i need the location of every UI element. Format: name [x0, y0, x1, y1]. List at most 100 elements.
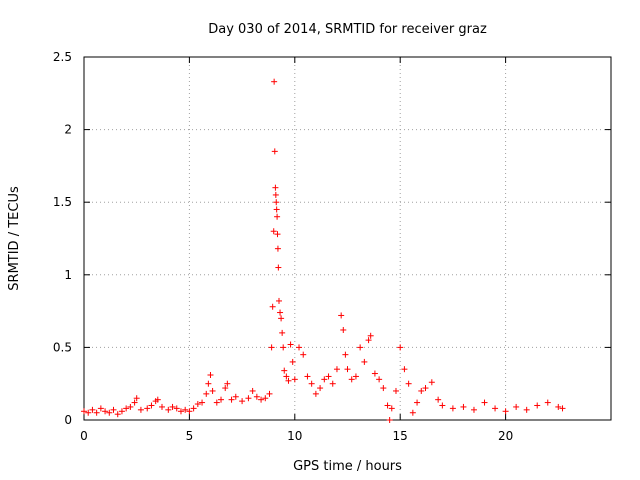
data-point — [207, 371, 214, 378]
data-point — [329, 380, 336, 387]
y-tick-label: 0.5 — [53, 340, 72, 354]
data-point — [344, 366, 351, 373]
data-point — [325, 373, 332, 380]
data-point — [186, 408, 193, 415]
data-point — [523, 406, 530, 413]
data-point — [218, 396, 225, 403]
data-point — [239, 398, 246, 405]
data-point — [273, 206, 280, 213]
data-point — [281, 367, 288, 374]
data-point — [144, 405, 151, 412]
data-point — [274, 245, 281, 252]
data-point — [449, 405, 456, 412]
data-point — [271, 148, 278, 155]
data-point — [249, 387, 256, 394]
data-point — [123, 405, 130, 412]
data-point — [342, 351, 349, 358]
data-point — [213, 399, 220, 406]
data-point — [312, 390, 319, 397]
data-point — [199, 399, 206, 406]
data-point — [439, 402, 446, 409]
data-point — [481, 399, 488, 406]
data-point — [304, 373, 311, 380]
data-point — [274, 231, 281, 238]
data-point — [169, 403, 176, 410]
data-point — [435, 396, 442, 403]
data-point — [277, 309, 284, 316]
data-point — [158, 403, 165, 410]
data-point — [300, 351, 307, 358]
data-point — [285, 377, 292, 384]
data-point — [414, 399, 421, 406]
data-point — [224, 380, 231, 387]
data-point — [133, 395, 140, 402]
data-point — [190, 405, 197, 412]
data-point — [348, 376, 355, 383]
x-tick-label: 20 — [498, 429, 513, 443]
data-point — [283, 373, 290, 380]
x-tick-label: 0 — [80, 429, 88, 443]
y-tick-label: 1.5 — [53, 195, 72, 209]
data-point — [401, 366, 408, 373]
data-point — [279, 329, 286, 336]
data-point — [291, 376, 298, 383]
data-point — [102, 408, 109, 415]
x-tick-label: 15 — [393, 429, 408, 443]
data-point — [272, 191, 279, 198]
data-point — [177, 408, 184, 415]
data-point — [173, 405, 180, 412]
data-point — [321, 376, 328, 383]
x-tick-label: 5 — [186, 429, 194, 443]
data-point — [137, 406, 144, 413]
data-point — [154, 396, 161, 403]
data-point — [460, 403, 467, 410]
data-point — [274, 213, 281, 220]
data-point — [278, 315, 285, 322]
data-point — [194, 401, 201, 408]
data-point — [93, 409, 100, 416]
data-point — [418, 387, 425, 394]
data-point — [361, 358, 368, 365]
data-point — [203, 390, 210, 397]
data-point — [534, 402, 541, 409]
data-point — [559, 405, 566, 412]
data-point — [409, 409, 416, 416]
data-point — [81, 408, 87, 415]
data-point — [232, 393, 239, 400]
data-point — [492, 405, 499, 412]
data-point — [384, 402, 391, 409]
data-point — [110, 406, 117, 413]
data-point — [397, 344, 404, 351]
data-point — [269, 303, 276, 310]
data-point — [228, 396, 235, 403]
y-axis-label: SRMTID / TECUs — [7, 186, 22, 291]
data-point — [165, 406, 172, 413]
chart-title: Day 030 of 2014, SRMTID for receiver gra… — [208, 22, 487, 37]
data-point — [270, 228, 277, 235]
data-point — [245, 395, 252, 402]
y-tick-label: 2 — [64, 123, 72, 137]
data-point — [428, 379, 435, 386]
data-point — [317, 385, 324, 392]
data-point — [258, 396, 265, 403]
data-point — [392, 387, 399, 394]
data-point — [280, 344, 287, 351]
data-point — [357, 344, 364, 351]
plot-frame — [83, 56, 612, 421]
data-point — [148, 402, 155, 409]
data-point — [340, 326, 347, 333]
data-point — [209, 387, 216, 394]
data-point — [388, 405, 395, 412]
data-point — [272, 184, 279, 191]
data-point — [296, 344, 303, 351]
data-point — [205, 380, 212, 387]
x-tick-label: 10 — [287, 429, 302, 443]
data-point — [222, 385, 229, 392]
data-point — [89, 406, 96, 413]
data-point — [386, 417, 393, 423]
data-point — [118, 408, 125, 415]
data-point — [127, 403, 134, 410]
plot-border — [83, 56, 612, 421]
